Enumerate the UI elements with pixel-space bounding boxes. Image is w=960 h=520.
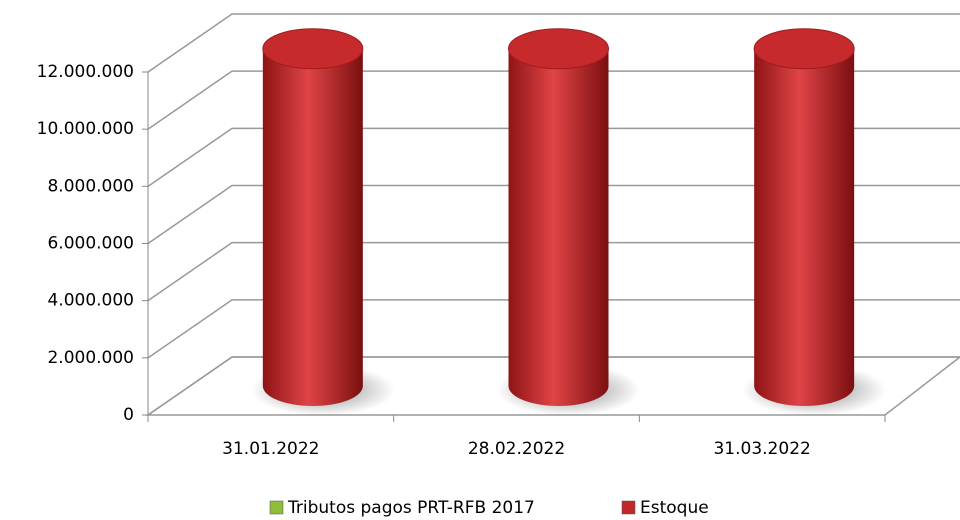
y-tick-label: 0 <box>123 405 134 425</box>
grid-line <box>147 184 960 245</box>
bar-top <box>262 28 364 70</box>
x-tick-label: 31.03.2022 <box>713 439 810 459</box>
grid-line <box>147 356 960 416</box>
y-tick-label: 2.000.000 <box>47 348 134 368</box>
grid-line <box>147 127 960 187</box>
y-tick-label: 10.000.000 <box>37 119 134 139</box>
grid-line <box>147 299 960 359</box>
x-tick-label: 31.01.2022 <box>222 439 319 459</box>
bar-top <box>753 28 855 70</box>
x-tick-label: 28.02.2022 <box>468 439 565 459</box>
y-tick-label: 6.000.000 <box>47 234 134 254</box>
legend-label: Estoque <box>640 498 709 518</box>
grid-line <box>147 241 960 302</box>
y-tick-label: 4.000.000 <box>47 291 134 311</box>
bar <box>754 48 855 407</box>
legend-swatch <box>269 500 284 515</box>
bar-top <box>508 28 609 70</box>
bar <box>508 48 609 407</box>
legend-swatch <box>621 500 636 515</box>
grid-line <box>147 13 960 73</box>
grid-line <box>147 70 960 130</box>
bar <box>262 48 363 407</box>
y-tick-label: 12.000.000 <box>37 62 134 82</box>
y-tick-label: 8.000.000 <box>47 176 134 196</box>
legend-label: Tributos pagos PRT-RFB 2017 <box>287 498 535 518</box>
